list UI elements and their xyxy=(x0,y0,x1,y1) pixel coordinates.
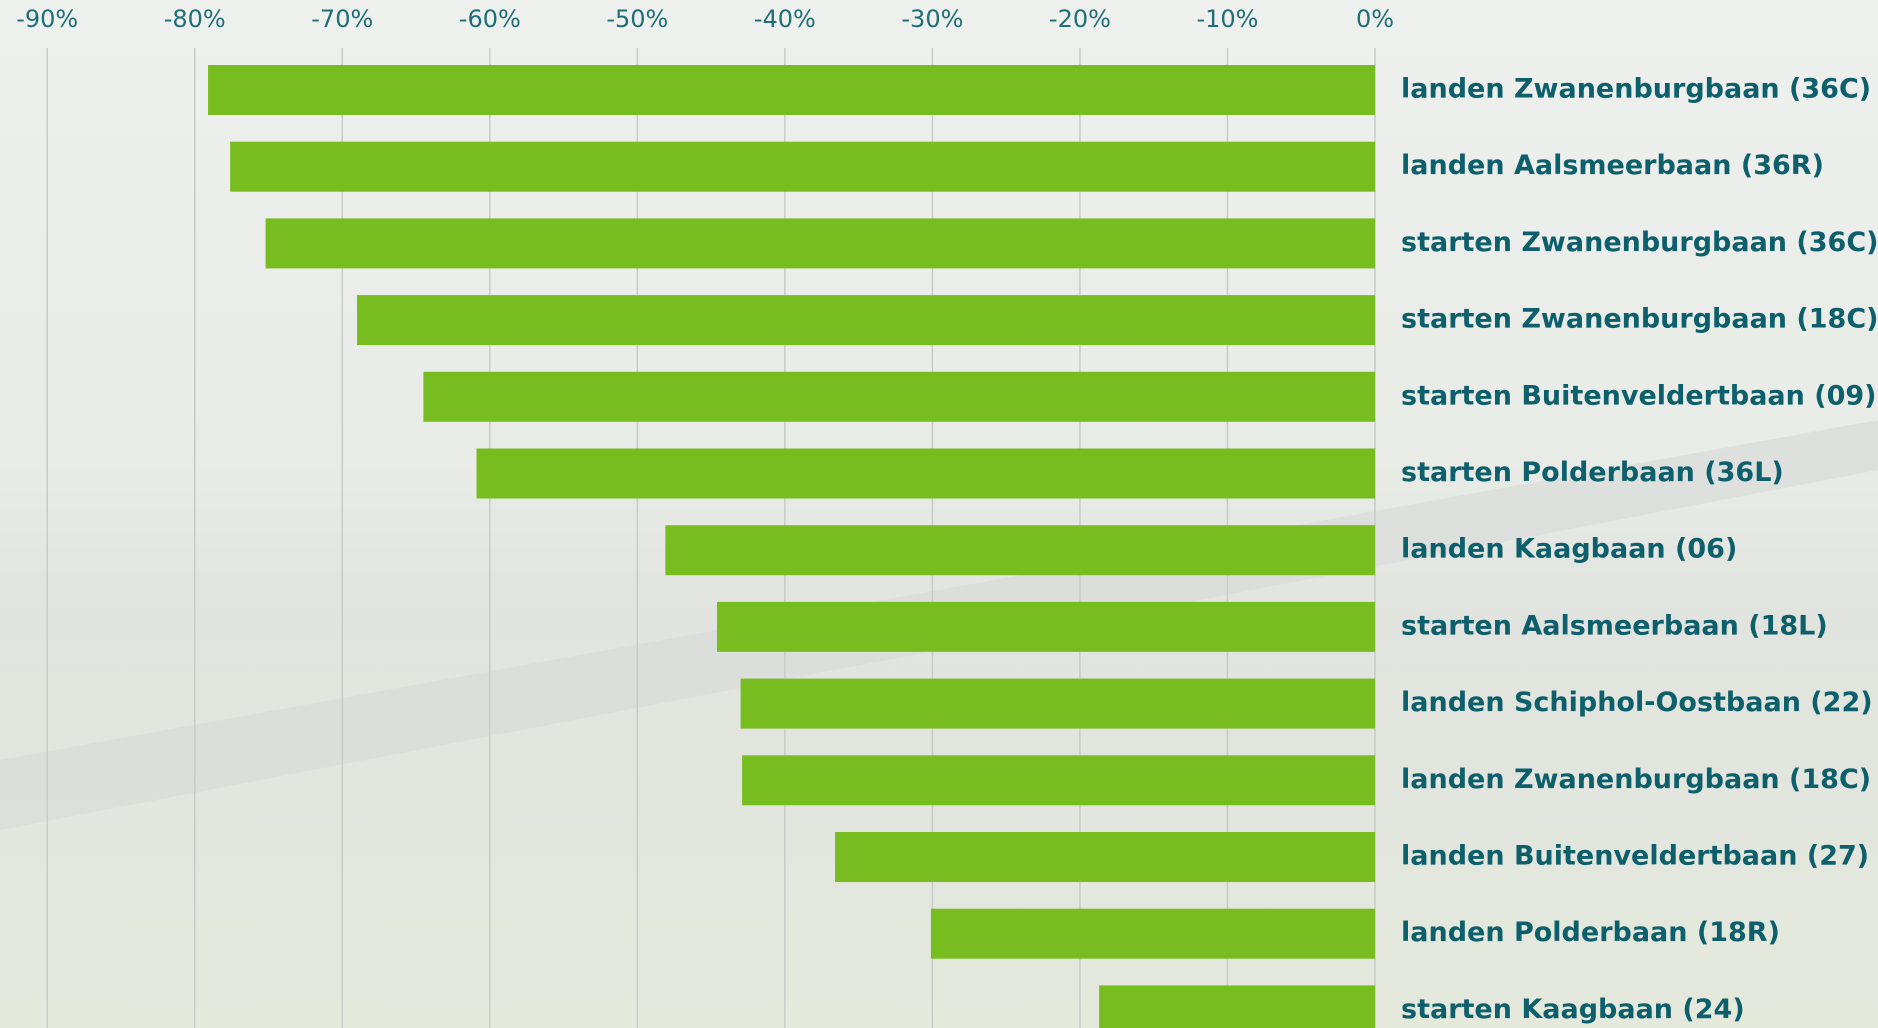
x-tick-label: -20% xyxy=(1049,5,1111,33)
category-label: landen Kaagbaan (06) xyxy=(1401,534,1737,565)
x-tick-label: 0% xyxy=(1356,5,1394,33)
bar xyxy=(477,449,1375,499)
category-label: starten Kaagbaan (24) xyxy=(1401,994,1745,1025)
chart: -90% -80% -70% -60% -50% -40% -30% -20% -10% 0% la… xyxy=(0,0,1878,1028)
bar xyxy=(741,679,1375,729)
category-label: starten Aalsmeerbaan (18L) xyxy=(1401,610,1828,641)
category-label: landen Schiphol-Oostbaan (22) xyxy=(1401,687,1873,718)
bar xyxy=(717,602,1375,652)
category-label: starten Zwanenburgbaan (18C) xyxy=(1401,304,1878,335)
page: {"chart_data": {"type": "bar", "orientat… xyxy=(0,0,1878,1028)
x-tick-label: -80% xyxy=(164,5,226,33)
bar xyxy=(1099,985,1375,1028)
category-label: starten Polderbaan (36L) xyxy=(1401,457,1784,488)
category-label: starten Zwanenburgbaan (36C) xyxy=(1401,227,1878,258)
x-tick-label: -60% xyxy=(459,5,521,33)
category-label: landen Polderbaan (18R) xyxy=(1401,917,1780,948)
category-label: landen Aalsmeerbaan (36R) xyxy=(1401,150,1824,181)
x-tick-label: -10% xyxy=(1196,5,1258,33)
bar xyxy=(931,909,1375,959)
category-label: starten Buitenveldertbaan (09) xyxy=(1401,380,1877,411)
x-tick-label: -40% xyxy=(754,5,816,33)
bar xyxy=(357,295,1375,345)
bar xyxy=(423,372,1375,422)
category-label: landen Zwanenburgbaan (36C) xyxy=(1401,74,1871,105)
bar xyxy=(742,755,1375,805)
bar xyxy=(665,525,1375,575)
category-label: landen Zwanenburgbaan (18C) xyxy=(1401,764,1871,795)
category-label: landen Buitenveldertbaan (27) xyxy=(1401,841,1869,872)
bar xyxy=(835,832,1375,882)
x-tick-label: -30% xyxy=(901,5,963,33)
x-tick-label: -90% xyxy=(16,5,78,33)
bar xyxy=(266,218,1375,268)
bar xyxy=(208,65,1375,115)
x-tick-label: -70% xyxy=(311,5,373,33)
bar xyxy=(230,142,1375,192)
x-tick-label: -50% xyxy=(606,5,668,33)
